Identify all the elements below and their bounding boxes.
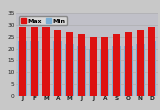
- Bar: [66, 32, 73, 96]
- Bar: [65, 44, 74, 96]
- Bar: [54, 30, 61, 96]
- Bar: [112, 46, 121, 96]
- Bar: [124, 46, 133, 96]
- Bar: [136, 44, 145, 96]
- Bar: [89, 49, 97, 96]
- Bar: [101, 37, 108, 96]
- Bar: [137, 30, 144, 96]
- Bar: [77, 46, 86, 96]
- Bar: [18, 41, 27, 96]
- Legend: Max, Min: Max, Min: [19, 16, 67, 25]
- Bar: [31, 27, 38, 96]
- Bar: [148, 27, 156, 96]
- Bar: [42, 27, 50, 96]
- Bar: [125, 32, 132, 96]
- Bar: [42, 41, 50, 96]
- Bar: [148, 41, 156, 96]
- Bar: [30, 41, 39, 96]
- Bar: [113, 34, 120, 96]
- Bar: [90, 37, 97, 96]
- Bar: [53, 41, 62, 96]
- Bar: [19, 27, 26, 96]
- Bar: [78, 34, 85, 96]
- Bar: [100, 49, 109, 96]
